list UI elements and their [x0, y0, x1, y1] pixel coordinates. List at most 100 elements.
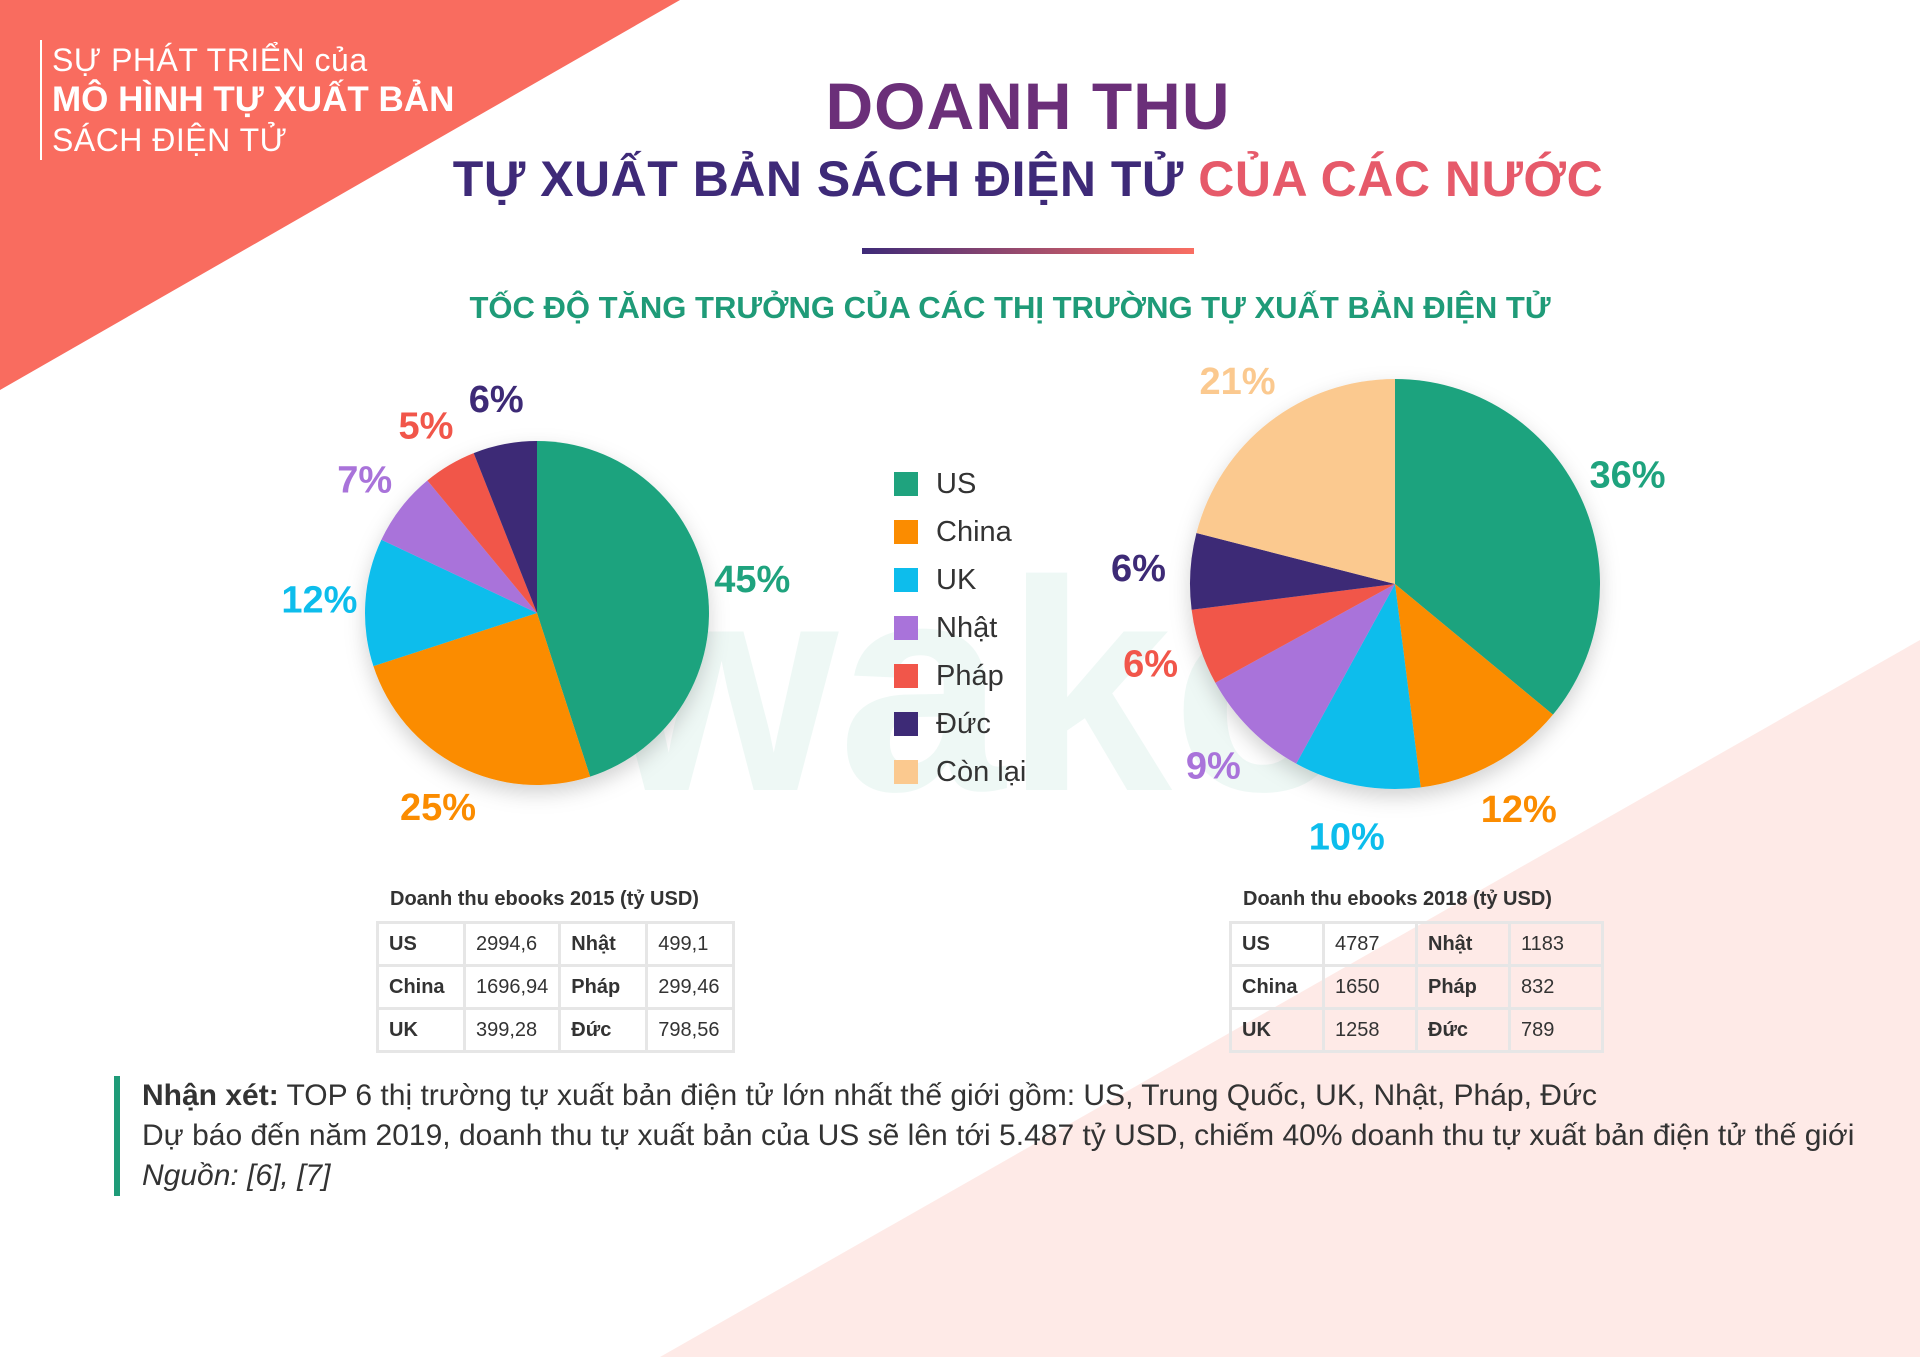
table-2018-caption: Doanh thu ebooks 2018 (tỷ USD)	[1243, 888, 1552, 910]
table-cell: 1696,94	[462, 964, 562, 1010]
table-2018: US 4787 Nhật 1183 China 1650 Pháp 832 UK…	[1229, 921, 1604, 1053]
chart-subtitle: TỐC ĐỘ TĂNG TRƯỞNG CỦA CÁC THỊ TRƯỜNG TỰ…	[469, 290, 1551, 325]
pie-2015-slice-China	[373, 613, 591, 785]
pie-2018-label-US: 36%	[1589, 455, 1665, 497]
table-cell: 2994,6	[462, 921, 562, 967]
page-title: DOANH THU	[825, 69, 1231, 143]
table-cell: Đức	[558, 1007, 649, 1053]
pie-2015-slice-Pháp	[427, 453, 537, 613]
page-title-line2-part2: CỦA CÁC NƯỚC	[1198, 151, 1604, 207]
legend-label: Pháp	[936, 659, 1004, 692]
table-cell: 832	[1508, 964, 1604, 1010]
table-cell: Pháp	[558, 964, 649, 1010]
pie-2018-slice-Đức	[1190, 533, 1395, 610]
corner-title-line2: MÔ HÌNH TỰ XUẤT BẢN	[52, 80, 455, 119]
legend-swatch	[894, 760, 918, 784]
corner-title-line1: SỰ PHÁT TRIỂN của	[52, 42, 368, 78]
pie-chart-2018	[1190, 379, 1601, 789]
pie-2018-slice-US	[1395, 379, 1601, 715]
legend-label: Còn lại	[936, 755, 1027, 788]
table-cell: UK	[376, 1007, 466, 1053]
pie-2018-label-Đức: 6%	[1111, 548, 1166, 590]
commentary-label: Nhận xét:	[142, 1079, 279, 1112]
pie-2018-label-China: 12%	[1481, 789, 1557, 831]
chart-legend: US China UK Nhật Pháp Đức Còn lại	[894, 460, 1026, 796]
pie-2015-slice-Nhật	[381, 480, 537, 613]
legend-item: Nhật	[894, 604, 1026, 652]
table-cell: Nhật	[558, 921, 649, 967]
pie-2018-slice-Còn lại	[1196, 379, 1395, 584]
title-divider	[862, 248, 1194, 254]
table-cell: 798,56	[645, 1007, 736, 1053]
table-cell: 299,46	[645, 964, 736, 1010]
commentary-line2: Dự báo đến năm 2019, doanh thu tự xuất b…	[142, 1119, 1855, 1152]
table-cell: 1183	[1508, 921, 1604, 967]
legend-label: China	[936, 515, 1012, 548]
table-row: UK 399,28 Đức 798,56	[376, 1007, 736, 1053]
table-cell: 1258	[1322, 1007, 1418, 1053]
legend-label: US	[936, 467, 977, 500]
table-cell: 499,1	[645, 921, 736, 967]
pie-2015-label-China: 25%	[400, 787, 476, 829]
table-cell: Pháp	[1415, 964, 1511, 1010]
legend-item: Đức	[894, 700, 1026, 748]
commentary-text: TOP 6 thị trường tự xuất bản điện tử lớn…	[286, 1079, 1598, 1112]
table-cell: 789	[1508, 1007, 1604, 1053]
legend-label: Nhật	[936, 611, 998, 644]
pie-2015-label-Pháp: 5%	[399, 405, 454, 447]
legend-item: China	[894, 508, 1026, 556]
table-row: US 4787 Nhật 1183	[1229, 921, 1604, 967]
table-row: China 1650 Pháp 832	[1229, 964, 1604, 1010]
table-cell: Đức	[1415, 1007, 1511, 1053]
legend-item: Còn lại	[894, 748, 1026, 796]
legend-swatch	[894, 664, 918, 688]
legend-label: Đức	[936, 707, 991, 740]
pie-chart-2015-labels: 45% 25% 12% 7%5% 6%	[281, 379, 790, 829]
pie-chart-2018-labels: 36% 12% 10% 9% 6% 6% 21%	[1111, 361, 1665, 859]
legend-swatch	[894, 520, 918, 544]
pie-2018-slice-Pháp	[1191, 584, 1395, 683]
pie-2018-label-Nhật: 9%	[1186, 746, 1241, 788]
table-cell: China	[376, 964, 466, 1010]
pie-chart-2015	[365, 441, 709, 785]
legend-label: UK	[936, 563, 977, 596]
table-row: China 1696,94 Pháp 299,46	[376, 964, 736, 1010]
legend-swatch	[894, 568, 918, 592]
pie-2015-slice-US	[537, 441, 709, 777]
pie-2018-slice-UK	[1296, 584, 1421, 789]
legend-swatch	[894, 712, 918, 736]
pie-2015-label-Đức: 6%	[469, 379, 524, 421]
pie-2015-slice-Đức	[473, 441, 537, 613]
corner-title-line3: SÁCH ĐIỆN TỬ	[52, 122, 288, 158]
corner-banner-shape	[0, 0, 680, 390]
legend-item: UK	[894, 556, 1026, 604]
commentary-box: Nhận xét: TOP 6 thị trường tự xuất bản đ…	[114, 1076, 1862, 1196]
table-cell: US	[1229, 921, 1325, 967]
pie-2018-slice-Nhật	[1215, 584, 1395, 764]
legend-item: US	[894, 460, 1026, 508]
table-row: UK 1258 Đức 789	[1229, 1007, 1604, 1053]
table-row: US 2994,6 Nhật 499,1	[376, 921, 736, 967]
pie-2018-label-UK: 10%	[1309, 816, 1385, 858]
table-cell: 1650	[1322, 964, 1418, 1010]
commentary-line1: Nhận xét: TOP 6 thị trường tự xuất bản đ…	[142, 1076, 1862, 1116]
legend-item: Pháp	[894, 652, 1026, 700]
table-cell: 399,28	[462, 1007, 562, 1053]
table-cell: China	[1229, 964, 1325, 1010]
corner-series-title: SỰ PHÁT TRIỂN của MÔ HÌNH TỰ XUẤT BẢN SÁ…	[40, 40, 454, 160]
page-title-line2-part1: TỰ XUẤT BẢN SÁCH ĐIỆN TỬ	[452, 151, 1184, 207]
table-cell: UK	[1229, 1007, 1325, 1053]
table-cell: US	[376, 921, 466, 967]
page-title-line2: TỰ XUẤT BẢN SÁCH ĐIỆN TỬ CỦA CÁC NƯỚC	[0, 150, 1920, 208]
legend-swatch	[894, 616, 918, 640]
table-cell: Nhật	[1415, 921, 1511, 967]
pie-2015-slice-UK	[365, 539, 537, 667]
source-citation: Nguồn: [6], [7]	[142, 1159, 331, 1192]
pie-2018-label-Còn lại: 21%	[1199, 361, 1275, 403]
table-cell: 4787	[1322, 921, 1418, 967]
table-2015-caption: Doanh thu ebooks 2015 (tỷ USD)	[390, 888, 699, 910]
legend-swatch	[894, 472, 918, 496]
pie-2018-label-Pháp: 6%	[1123, 643, 1178, 685]
pie-2015-label-UK: 12%	[281, 579, 357, 621]
pie-2015-label-US: 45%	[714, 559, 790, 601]
